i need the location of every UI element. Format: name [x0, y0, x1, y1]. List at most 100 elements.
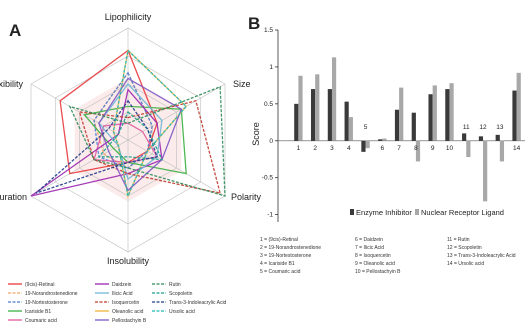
- radar-legend-label-isoquercetin: Isoquercetin: [112, 300, 139, 306]
- bar-enzyme-inhibitor-10: [445, 89, 450, 141]
- bar-enzyme-inhibitor-12: [478, 136, 484, 141]
- radar-series-coumaric-acid: [93, 122, 159, 164]
- x-category-label: 6: [381, 145, 385, 152]
- x-category-label: 13: [496, 124, 504, 131]
- radar-legend-label-ursolic-acid: Ursolic acid: [169, 309, 195, 315]
- bar-nuclear-receptor-ligand-8: [415, 140, 421, 162]
- radar-legend-label-19-nortestosterone: 19-Nortestosterone: [25, 300, 68, 306]
- bar-enzyme-inhibitor-4: [344, 101, 349, 141]
- legend-swatch-enzyme-inhibitor: [350, 209, 354, 215]
- key-entry-13: 13 = Trans-3-Indoleacrylic Acid: [447, 253, 516, 259]
- key-entry-5: 5 = Coumaric acid: [260, 269, 301, 275]
- bar-nuclear-receptor-ligand-6: [382, 138, 387, 141]
- radar-spoke: [30, 83, 129, 141]
- x-category-label: 3: [330, 145, 334, 152]
- x-category-label: 12: [479, 124, 487, 131]
- radar-axis-label-polarity: Polarity: [231, 192, 262, 202]
- radar-axis-label-size: Size: [233, 79, 251, 89]
- radar-axis-label-unsaturation: Unsaturation: [0, 192, 27, 202]
- radar-legend-label-scopoletin: Scopoletin: [169, 291, 193, 297]
- x-category-label: 1: [297, 145, 301, 152]
- x-category-label: 4: [347, 145, 351, 152]
- x-category-label: 11: [463, 124, 470, 131]
- bar-nuclear-receptor-ligand-14: [516, 72, 521, 141]
- key-entry-7: 7 = Ilicic Acid: [355, 245, 384, 251]
- bar-nuclear-receptor-ligand-2: [315, 74, 320, 141]
- x-category-label: 5: [364, 124, 368, 131]
- bar-nuclear-receptor-ligand-5: [365, 140, 370, 149]
- bar-enzyme-inhibitor-14: [512, 90, 517, 141]
- radar-spoke: [30, 139, 129, 197]
- radar-legend-label-rutin: Rutin: [169, 282, 181, 288]
- radar-series-isoquercetin: [78, 100, 222, 195]
- x-category-label: 2: [313, 145, 317, 152]
- radar-legend-label-daidzein: Daidzein: [112, 282, 132, 288]
- bar-nuclear-receptor-ligand-13: [499, 140, 505, 162]
- key-entry-14: 14 = Ursolic acid: [447, 261, 484, 267]
- legend-label-enzyme-inhibitor: Enzyme Inhibitor: [356, 208, 412, 217]
- bar-enzyme-inhibitor-11: [462, 133, 467, 141]
- bar-nuclear-receptor-ligand-4: [348, 117, 353, 141]
- bar-enzyme-inhibitor-5: [361, 140, 366, 152]
- radar-legend-label-9cis-retinal: (9cis)-Retinal: [25, 282, 54, 288]
- radar-legend-label-coumaric-acid: Coumaric acid: [25, 318, 57, 324]
- x-category-label: 8: [414, 145, 418, 152]
- radar-legend-label-19-norandrostenedione: 19-Norandrostenedione: [25, 291, 78, 297]
- bar-enzyme-inhibitor-3: [327, 89, 332, 141]
- radar-legend-label-ilicic-acid: Ilicic Acid: [112, 291, 133, 297]
- panel-b-label: B: [248, 14, 260, 33]
- legend-swatch-nuclear-receptor-ligand: [415, 209, 419, 215]
- x-category-label: 14: [513, 145, 521, 152]
- radar-axis-label-lipophilicity: Lipophilicity: [105, 12, 152, 22]
- bar-enzyme-inhibitor-8: [411, 112, 416, 141]
- radar-axis-label-insolubility: Insolubility: [107, 256, 150, 266]
- radar-series-daidzein: [30, 88, 163, 197]
- bar-nuclear-receptor-ligand-1: [298, 75, 303, 141]
- y-axis-label: Score: [251, 122, 261, 146]
- radar-legend-label-pellostachyin-b: Pellostachyin B: [112, 318, 147, 324]
- radar-legend: (9cis)-Retinal 19-Norandrostenedione 19-No…: [8, 282, 227, 324]
- x-category-label: 9: [431, 145, 435, 152]
- bar-nuclear-receptor-ligand-7: [399, 87, 404, 141]
- y-tick-label: -1: [267, 212, 273, 219]
- radar-series-rutin: [68, 85, 226, 197]
- panel-a-label: A: [9, 21, 21, 40]
- key-entry-8: 8 = Isoquercetin: [355, 253, 391, 259]
- radar-series-pellostachyin-b: [98, 77, 183, 192]
- bar-nuclear-receptor-ligand-12: [483, 140, 488, 202]
- bar-nuclear-receptor-ligand-3: [331, 57, 337, 141]
- y-tick-label: -0.5: [262, 175, 274, 182]
- key-entry-11: 11 = Rutin: [447, 237, 470, 243]
- key-entry-9: 9 = Oleanolic acid: [355, 261, 395, 267]
- key-entry-1: 1 = (9cis)-Retinal: [260, 237, 298, 243]
- bar-enzyme-inhibitor-2: [310, 89, 316, 141]
- y-tick-label: 0: [269, 138, 273, 145]
- radar-spoke: [127, 139, 226, 197]
- key-entry-10: 10 = Pellostachyin B: [355, 269, 401, 275]
- bar-nuclear-receptor-ligand-11: [466, 140, 471, 158]
- x-category-label: 7: [397, 145, 401, 152]
- radar-legend-label-icariside-b1: Icariside B1: [25, 309, 51, 315]
- bar-enzyme-inhibitor-9: [428, 94, 433, 141]
- radar-series-19-nortestosterone: [93, 71, 153, 169]
- key-entry-6: 6 = Daidzein: [355, 237, 383, 243]
- compound-key-list: 1 = (9cis)-Retinal 2 = 19-Norandrostenedi…: [260, 237, 516, 275]
- bar-enzyme-inhibitor-13: [495, 134, 500, 141]
- bar-enzyme-inhibitor-7: [394, 109, 400, 141]
- bar-enzyme-inhibitor-6: [378, 139, 383, 141]
- key-entry-12: 12 = Scopoletin: [447, 245, 482, 251]
- y-tick-label: 0.5: [264, 101, 273, 108]
- y-tick-label: 1: [269, 64, 273, 71]
- legend-label-nuclear-receptor-ligand: Nuclear Receptor Ligand: [421, 208, 504, 217]
- key-entry-2: 2 = 19-Norandrostenedione: [260, 245, 321, 251]
- key-entry-3: 3 = 19-Nortestosterone: [260, 253, 311, 259]
- key-entry-4: 4 = Icariside B1: [260, 261, 295, 267]
- radar-legend-label-oleanolic-acid: Oleanolic acid: [112, 309, 144, 315]
- bar-nuclear-receptor-ligand-10: [449, 83, 454, 141]
- radar-legend-label-trans-3-indoleacrylic-acid: Trans-3-Indoleacrylic Acid: [169, 300, 227, 306]
- bar-enzyme-inhibitor-1: [294, 103, 299, 141]
- y-tick-label: 1.5: [264, 27, 273, 34]
- radar-axis-label-flexibility: Flexibility: [0, 79, 23, 89]
